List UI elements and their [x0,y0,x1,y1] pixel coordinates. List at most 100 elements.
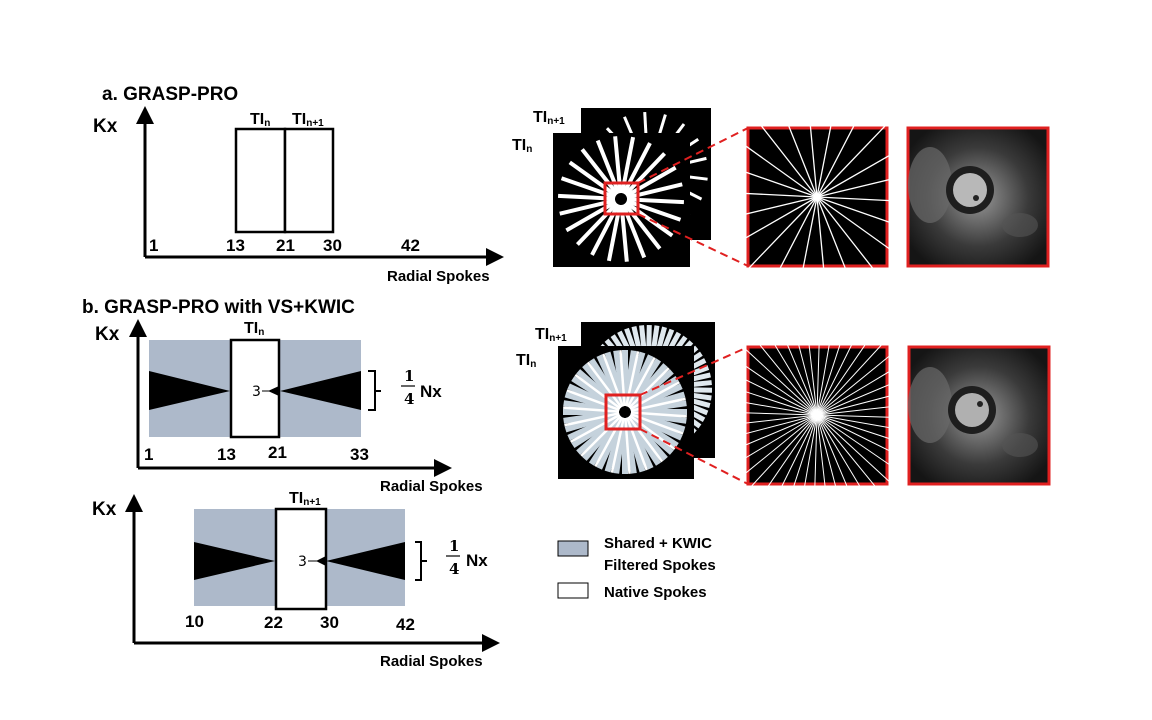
panel-b1-nx: Nx [420,382,442,401]
panel-a-ti-n-label: TIn [250,111,270,129]
radial-spoke [731,196,818,247]
radial-spoke [816,352,894,416]
radial-spoke [816,414,890,482]
zoom-line-a-top [637,127,749,184]
radial-spoke [816,125,886,198]
radial-spoke [754,338,818,416]
panel-b2-tick: 30 [320,613,339,632]
radial-spoke [816,414,911,446]
panel-b1-kwic-wedge-right [280,371,361,410]
panel-b2-center-label: 3 [298,554,307,570]
radial-spoke [563,406,620,413]
radial-spoke [626,197,685,205]
panel-b1-frac-num: 1 [404,367,414,385]
panel-b1-tick: 13 [217,445,236,464]
panel-b2-kwic-wedge-left [194,542,275,580]
radial-spoke [626,182,683,200]
zoom-line-b-top [639,346,749,396]
zoom-line-b-bottom [639,428,749,485]
radial-spoke [816,414,914,433]
panel-b2-tick: 10 [185,612,204,631]
images-row-b: TIn+1 TIn [516,317,1051,513]
radial-spoke [816,376,908,416]
panel-a-tick: 13 [226,236,245,255]
radial-spoke [568,160,618,198]
radial-spoke [580,148,619,196]
panel-b2-tick: 22 [264,613,283,632]
radial-spoke [719,414,818,427]
panel-b1-ti-label: TIn [244,320,264,338]
radial-spoke [816,196,915,203]
cardiac-image-a [906,126,1050,268]
radial-spoke [799,414,818,512]
legend-label-shared-line1: Shared + KWIC [604,535,712,552]
panel-b1-bracket [368,370,381,411]
radial-spoke [586,361,623,408]
panel-b2-xlabel: Radial Spokes [380,653,483,670]
cardiac-image-b [907,345,1051,486]
radial-spoke [816,318,835,416]
radial-spoke [786,414,818,509]
radial-spoke [626,199,682,222]
panel-a-native-block-tin1 [283,127,335,234]
panel-a-tick: 21 [276,236,295,255]
radial-spoke [816,414,899,471]
radial-spoke [724,164,818,198]
panel-b1-center-label: 3 [252,384,261,400]
radial-spoke [816,317,821,416]
panel-b2-tick: 42 [396,615,415,634]
radial-spoke [816,147,903,198]
zoom-box-b [604,393,642,431]
radial-spoke [726,414,818,454]
radial-spoke [797,196,818,294]
radial-spoke [816,326,861,416]
radial-spoke [816,100,837,198]
panel-a-native-block-tin [234,127,287,234]
radial-spoke [773,414,818,504]
zoomed-spokes-b [719,317,915,513]
radial-spoke [625,165,677,198]
radial-spoke [732,414,818,466]
panel-b2-bracket [415,541,427,581]
panel-b2-ti-label: TIn+1 [289,490,321,508]
images-row-a: TIn+1 TIn [512,99,1050,295]
radial-spoke [816,196,910,230]
radial-spoke [816,389,912,416]
kspace-spokes-b-front [563,350,687,474]
radial-spoke [623,152,667,197]
panel-b2-center-wedge [316,556,326,566]
radial-spoke [625,351,640,407]
radial-spoke [816,414,829,513]
radial-spoke [816,414,906,459]
radial-spoke [594,416,624,468]
radial-spoke [740,414,818,478]
radial-spoke [816,196,898,255]
radial-spoke [728,371,818,416]
radial-spoke [791,320,818,416]
panel-b1-xlabel: Radial Spokes [380,478,483,495]
radial-spoke [816,196,827,295]
radial-spoke [816,414,868,500]
radial-spoke [621,142,652,195]
panel-b2-frac-num: 1 [449,537,459,555]
panel-b-title: b. GRASP-PRO with VS+KWIC [82,297,355,318]
image-b-ti-n-label: TIn [516,352,536,370]
radial-spoke [623,202,662,250]
radial-spoke [736,139,818,198]
radial-spoke [816,173,913,198]
panel-a-ti-n1-label: TIn+1 [292,111,324,129]
radial-spoke [722,414,818,441]
legend: Shared + KWIC Filtered Spokes Native Spo… [557,535,716,601]
radial-spoke [750,414,818,488]
radial-spoke [778,324,818,416]
radial-spoke [721,196,818,221]
radial-spoke [816,333,873,416]
panel-b1-kwic-wedge-left [149,371,230,410]
radial-spoke [719,191,818,198]
radial-spoke [574,373,621,410]
radial-spoke [816,414,843,510]
panel-a-title: a. GRASP-PRO [102,84,238,105]
radial-spoke [816,321,848,416]
panel-a-tick: 1 [149,236,158,255]
panel-b2-frac-den: 4 [449,560,459,578]
